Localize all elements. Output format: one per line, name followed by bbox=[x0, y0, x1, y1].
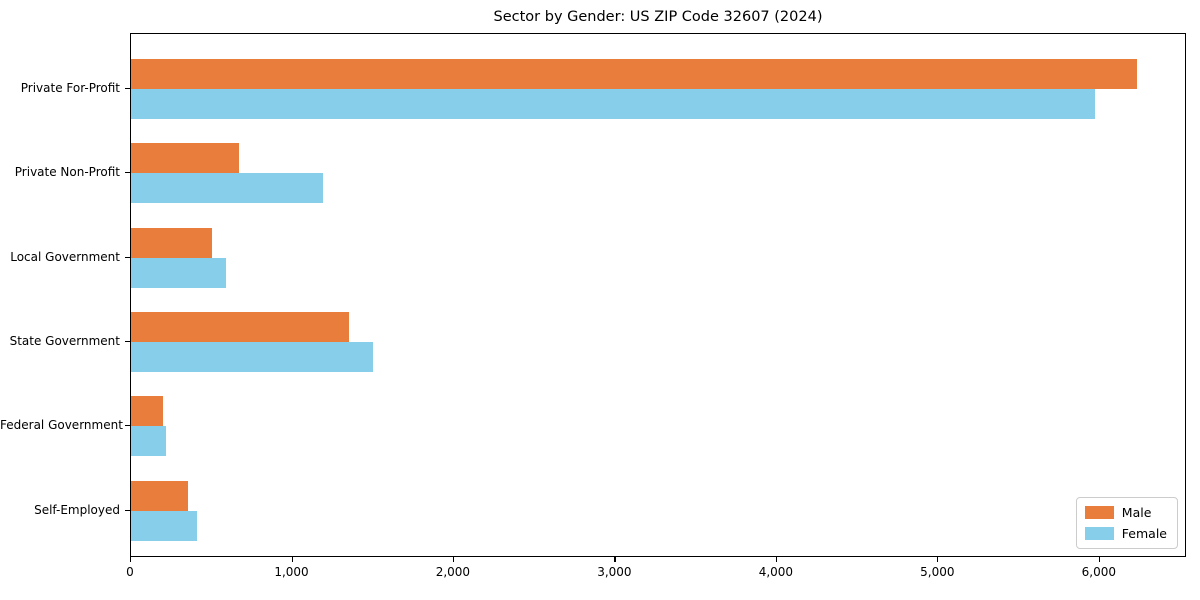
bar-female-private-for-profit bbox=[131, 89, 1095, 119]
bar-female-self-employed bbox=[131, 510, 198, 541]
y-tick-mark bbox=[125, 340, 130, 343]
x-tick-label-4-000: 4,000 bbox=[758, 565, 794, 579]
chart-title: Sector by Gender: US ZIP Code 32607 (202… bbox=[493, 9, 823, 25]
plot-area: Male Female bbox=[130, 33, 1186, 557]
y-tick-label-private-non-profit: Private Non-Profit bbox=[14, 165, 120, 180]
bar-male-state-government bbox=[131, 311, 349, 342]
bar-male-private-for-profit bbox=[131, 59, 1137, 89]
bar-male-self-employed bbox=[131, 480, 188, 511]
bar-female-local-government bbox=[131, 257, 227, 288]
x-tick-label-0: 0 bbox=[126, 565, 134, 579]
bar-male-private-non-profit bbox=[131, 143, 240, 174]
y-tick-label-self-employed: Self-Employed bbox=[34, 502, 120, 517]
legend-label-male: Male bbox=[1121, 505, 1152, 520]
legend-swatch-female bbox=[1084, 527, 1114, 540]
y-tick-label-private-for-profit: Private For-Profit bbox=[20, 81, 120, 95]
x-tick-mark bbox=[614, 557, 616, 562]
x-tick-label-5-000: 5,000 bbox=[920, 565, 955, 579]
legend-swatch-male bbox=[1084, 506, 1114, 519]
x-tick-mark bbox=[452, 557, 455, 562]
y-tick-label-state-government: State Government bbox=[9, 333, 120, 348]
x-tick-mark bbox=[775, 557, 778, 562]
y-tick-mark bbox=[125, 256, 130, 258]
x-tick-mark bbox=[1098, 557, 1100, 562]
legend-label-female: Female bbox=[1121, 526, 1167, 541]
legend-entry-female: Female bbox=[1084, 526, 1167, 541]
x-tick-label-6-000: 6,000 bbox=[1081, 565, 1116, 579]
y-tick-mark bbox=[125, 509, 130, 511]
x-tick-label-3-000: 3,000 bbox=[597, 565, 632, 579]
y-tick-mark bbox=[125, 88, 130, 90]
x-tick-mark bbox=[291, 557, 293, 562]
bar-female-private-non-profit bbox=[131, 173, 324, 204]
y-tick-label-local-government: Local Government bbox=[10, 249, 120, 264]
y-tick-label-federal-government: Federal Government bbox=[0, 418, 123, 433]
legend-entry-male: Male bbox=[1084, 505, 1167, 520]
y-tick-mark bbox=[125, 172, 130, 174]
bar-female-federal-government bbox=[131, 426, 166, 457]
legend: Male Female bbox=[1075, 497, 1178, 549]
x-tick-label-1-000: 1,000 bbox=[274, 565, 309, 579]
y-tick-mark bbox=[125, 425, 130, 427]
bar-male-local-government bbox=[131, 227, 212, 258]
x-tick-mark bbox=[937, 557, 939, 562]
x-tick-label-2-000: 2,000 bbox=[435, 565, 471, 579]
x-tick-mark bbox=[130, 557, 132, 562]
bar-female-state-government bbox=[131, 341, 374, 372]
bar-male-federal-government bbox=[131, 396, 164, 427]
